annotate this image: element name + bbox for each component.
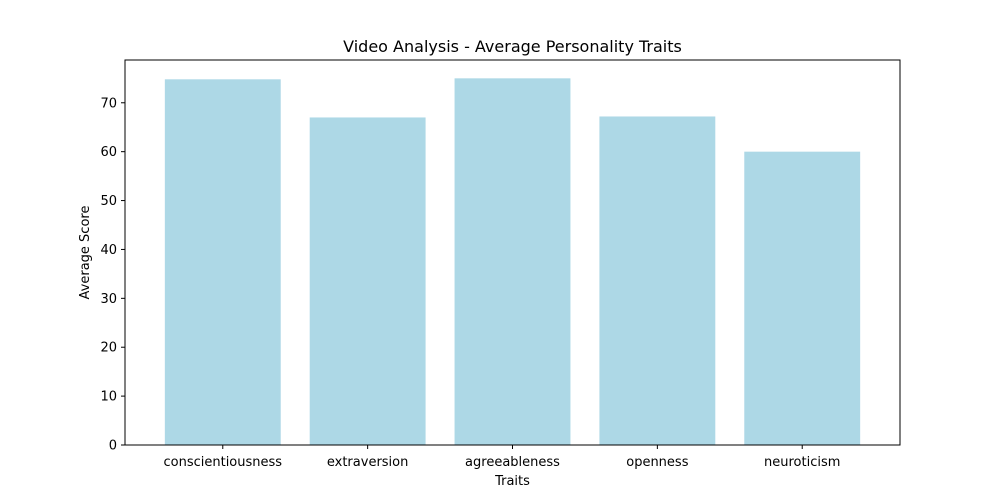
x-tick-label: neuroticism <box>764 455 840 470</box>
y-tick-label: 60 <box>100 145 117 160</box>
y-tick-label: 10 <box>100 390 117 405</box>
chart-title: Video Analysis - Average Personality Tra… <box>343 37 682 56</box>
x-tick-label: extraversion <box>327 455 409 470</box>
bar-agreeableness <box>454 78 571 445</box>
x-tick-label: conscientiousness <box>163 455 282 470</box>
y-tick-label: 40 <box>100 243 117 258</box>
y-tick-label: 0 <box>109 439 117 454</box>
y-tick-label: 20 <box>100 341 117 356</box>
y-tick-label: 30 <box>100 292 117 307</box>
plot-area: conscientiousness extraversion agreeablene… <box>100 78 861 470</box>
y-tick-label: 70 <box>100 96 117 111</box>
plot-frame <box>124 59 901 446</box>
x-tick-label: openness <box>626 455 688 470</box>
bar-conscientiousness <box>164 79 281 446</box>
x-tick-label: agreeableness <box>465 455 560 470</box>
x-axis-label: Traits <box>494 474 530 489</box>
bar-extraversion <box>309 117 426 445</box>
y-axis-label: Average Score <box>78 206 93 300</box>
bar-openness <box>599 116 716 445</box>
y-tick-label: 50 <box>100 194 117 209</box>
bar-neuroticism <box>744 151 861 445</box>
